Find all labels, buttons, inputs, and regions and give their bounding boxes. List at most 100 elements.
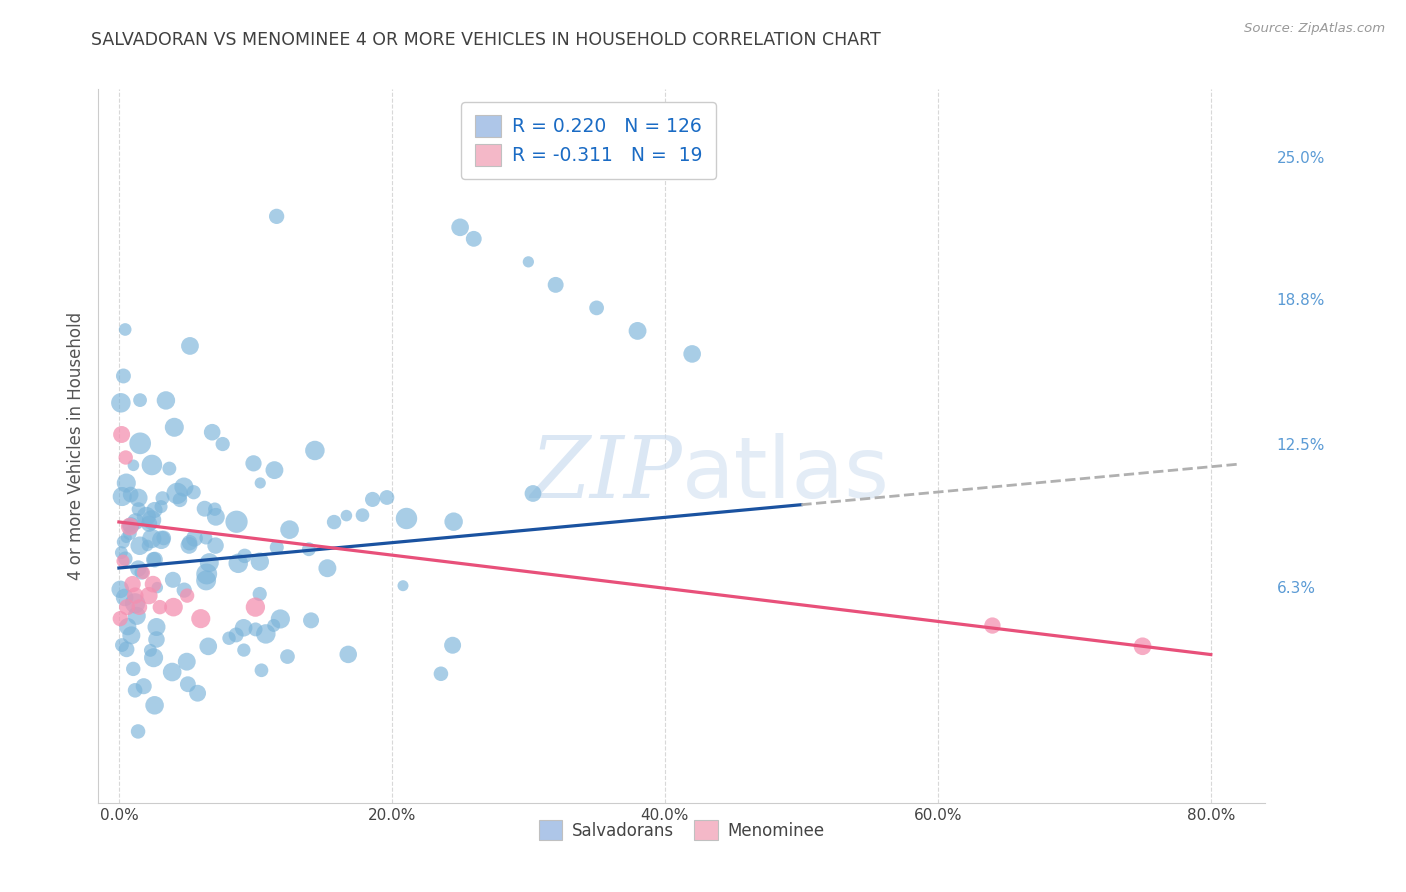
Point	[169, 492, 191, 507]
Point	[183, 531, 205, 545]
Point	[114, 322, 136, 336]
Point	[127, 561, 149, 575]
Point	[115, 476, 138, 491]
Point	[517, 255, 540, 269]
Point	[250, 663, 273, 677]
Point	[177, 538, 200, 552]
Point	[211, 437, 233, 451]
Point	[132, 679, 155, 693]
Point	[463, 232, 485, 246]
Point	[269, 612, 291, 626]
Point	[150, 533, 173, 547]
Point	[254, 627, 277, 641]
Point	[205, 509, 228, 524]
Text: 25.0%: 25.0%	[1277, 151, 1324, 166]
Point	[173, 583, 195, 598]
Point	[276, 649, 298, 664]
Point	[204, 539, 226, 553]
Point	[443, 515, 465, 529]
Point	[118, 519, 141, 533]
Point	[110, 546, 132, 560]
Point	[352, 508, 374, 522]
Point	[375, 491, 398, 505]
Point	[585, 301, 607, 315]
Text: 18.8%: 18.8%	[1277, 293, 1324, 309]
Point	[298, 542, 321, 557]
Point	[124, 589, 146, 603]
Point	[115, 600, 138, 615]
Point	[190, 612, 212, 626]
Point	[249, 475, 271, 490]
Y-axis label: 4 or more Vehicles in Household: 4 or more Vehicles in Household	[66, 312, 84, 580]
Point	[162, 600, 184, 615]
Point	[115, 531, 138, 545]
Point	[626, 324, 648, 338]
Point	[111, 638, 134, 652]
Point	[142, 552, 165, 566]
Point	[233, 549, 256, 563]
Point	[430, 666, 453, 681]
Point	[120, 518, 142, 533]
Point	[197, 640, 219, 654]
Text: 12.5%: 12.5%	[1277, 439, 1324, 453]
Point	[266, 210, 288, 224]
Point	[299, 613, 322, 627]
Point	[249, 555, 271, 569]
Point	[477, 162, 499, 177]
Point	[263, 463, 285, 477]
Point	[323, 515, 346, 529]
Point	[232, 621, 254, 635]
Point	[118, 518, 141, 533]
Point	[128, 600, 150, 615]
Point	[110, 582, 132, 597]
Point	[155, 393, 177, 408]
Point	[198, 556, 221, 570]
Point	[143, 698, 166, 713]
Point	[139, 643, 162, 657]
Point	[337, 648, 360, 662]
Point	[129, 436, 152, 450]
Point	[110, 612, 132, 626]
Text: 6.3%: 6.3%	[1277, 582, 1316, 596]
Text: SALVADORAN VS MENOMINEE 4 OR MORE VEHICLES IN HOUSEHOLD CORRELATION CHART: SALVADORAN VS MENOMINEE 4 OR MORE VEHICL…	[91, 31, 882, 49]
Point	[141, 458, 163, 472]
Point	[128, 539, 150, 553]
Point	[263, 618, 285, 632]
Point	[143, 503, 166, 517]
Point	[152, 491, 174, 506]
Point	[395, 511, 418, 525]
Point	[335, 508, 357, 523]
Point	[118, 526, 141, 541]
Point	[160, 665, 183, 679]
Point	[141, 513, 163, 527]
Point	[131, 566, 153, 580]
Point	[981, 618, 1004, 632]
Point	[449, 220, 471, 235]
Point	[218, 631, 240, 645]
Point	[121, 577, 143, 591]
Text: ZIP: ZIP	[530, 434, 682, 516]
Point	[124, 596, 146, 610]
Point	[141, 532, 163, 546]
Point	[112, 535, 135, 549]
Point	[392, 579, 415, 593]
Text: atlas: atlas	[682, 433, 890, 516]
Text: Source: ZipAtlas.com: Source: ZipAtlas.com	[1244, 22, 1385, 36]
Point	[179, 339, 201, 353]
Point	[149, 600, 172, 615]
Point	[195, 566, 218, 581]
Point	[195, 574, 218, 588]
Point	[115, 642, 138, 657]
Point	[117, 620, 139, 634]
Legend: Salvadorans, Menominee: Salvadorans, Menominee	[530, 812, 834, 848]
Point	[249, 587, 271, 601]
Point	[138, 589, 160, 603]
Point	[127, 491, 149, 505]
Point	[245, 623, 267, 637]
Point	[522, 486, 544, 500]
Point	[145, 632, 167, 647]
Point	[183, 485, 205, 500]
Point	[242, 456, 264, 470]
Point	[142, 577, 165, 591]
Point	[681, 347, 703, 361]
